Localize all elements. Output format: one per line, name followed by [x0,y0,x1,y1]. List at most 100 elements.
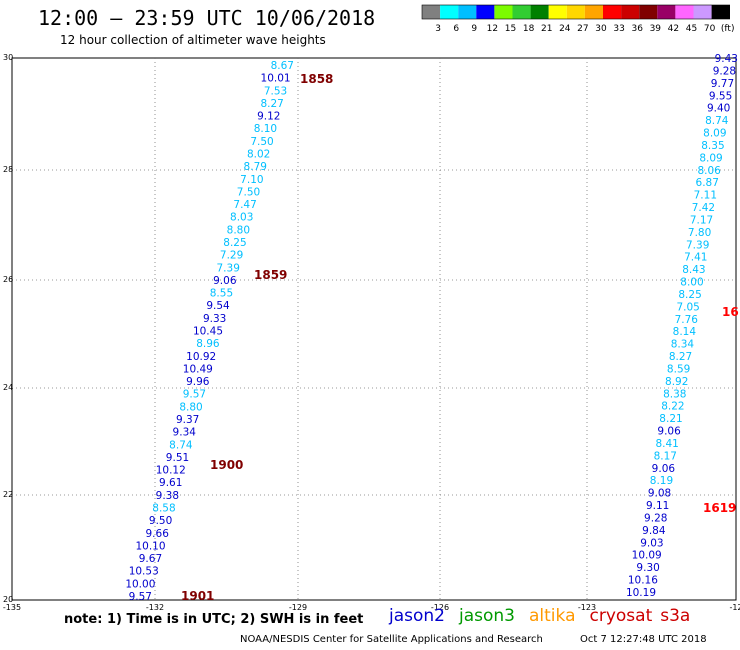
wave-height-value: 9.66 [146,528,170,540]
colorbar-label: 18 [523,24,535,34]
legend-altika: altika [529,606,576,626]
colorbar-swatch [621,5,640,19]
x-tick-label: -132 [146,603,164,612]
wave-height-value: 9.11 [646,500,669,512]
pass-time-label: 16 [722,305,739,319]
wave-height-value: 8.19 [650,475,673,487]
legend-s3a: s3a [660,606,691,626]
colorbar-swatch [440,5,459,19]
wave-height-value: 9.06 [657,426,681,438]
page-subtitle: 12 hour collection of altimeter wave hei… [60,33,326,47]
x-tick-label: -123 [578,603,596,612]
wave-height-value: 8.27 [260,98,283,110]
wave-height-value: 9.03 [640,537,663,549]
y-tick-label: 28 [3,165,13,174]
colorbar-swatch [657,5,676,19]
credit-line: NOAA/NESDIS Center for Satellite Applica… [240,634,543,645]
legend-cryosat: cryosat [589,606,653,626]
legend-jason3: jason3 [459,606,515,626]
wave-height-value: 8.02 [247,149,270,161]
wave-height-value: 8.38 [663,388,686,400]
colorbar-label: 9 [471,24,477,34]
wave-height-value: 9.33 [203,313,226,325]
wave-height-value: 9.06 [213,275,237,287]
colorbar-label: 21 [541,24,552,34]
colorbar-label: 27 [577,24,588,34]
colorbar-legend: 3 6 9 12 15 18 21 24 27 30 33 36 39 42 45 70 (ft) [421,4,735,34]
wave-height-value: 7.17 [690,214,713,226]
pass-time-label: 1858 [300,72,333,86]
footer-note: note: 1) Time is in UTC; 2) SWH is in fe… [64,612,364,627]
wave-height-value: 8.96 [196,338,220,350]
wave-height-value: 10.19 [626,587,656,599]
wave-height-value: 8.17 [654,450,677,462]
wave-height-value: 7.50 [250,136,273,148]
wave-height-value: 7.39 [217,262,240,274]
wave-height-value: 7.10 [240,174,263,186]
wave-height-value: 9.34 [173,427,197,439]
colorbar-swatch [530,5,549,19]
wave-height-value: 8.09 [703,128,726,140]
colorbar-label: 42 [668,24,679,34]
wave-height-value: 7.05 [676,301,699,313]
wave-height-value: 8.34 [671,339,695,351]
colorbar-label: 6 [453,24,459,34]
wave-height-value: 9.61 [159,477,182,489]
wave-height-value: 9.37 [176,414,199,426]
wave-height-value: 9.57 [129,591,152,603]
wave-height-value: 8.43 [682,264,705,276]
colorbar-swatch [512,5,531,19]
wave-height-value: 10.12 [156,465,186,477]
colorbar-label: 70 [704,24,716,34]
wave-height-value: 9.77 [711,78,734,90]
wave-height-value: 9.40 [707,103,730,115]
colorbar-swatch [458,5,477,19]
wave-height-value: 10.53 [129,566,159,578]
wave-height-value: 8.59 [667,363,690,375]
wave-height-value: 8.79 [244,161,267,173]
y-tick-label: 30 [3,53,13,62]
wave-height-value: 9.30 [636,562,659,574]
pass-time-label: 1859 [254,268,287,282]
colorbar-label: 12 [487,24,498,34]
pass-time-label: 1901 [181,589,214,603]
colorbar-label: 33 [613,24,624,34]
wave-height-value: 8.80 [179,401,202,413]
wave-height-value: 8.00 [680,277,703,289]
wave-height-value: 10.92 [186,351,216,363]
wave-height-value: 8.03 [230,212,253,224]
colorbar-swatch [494,5,513,19]
wave-height-value: 10.16 [628,575,658,587]
wave-height-value: 9.43 [715,53,738,65]
wave-height-value: 8.14 [673,326,697,338]
wave-height-value: 9.54 [206,300,230,312]
colorbar-swatch [675,5,694,19]
colorbar-swatch [566,5,585,19]
wave-height-value: 8.67 [271,60,294,72]
colorbar-label: (ft) [721,24,735,34]
wave-height-value: 7.41 [684,252,707,264]
wave-height-value: 8.10 [254,123,277,135]
wave-height-value: 10.00 [125,578,155,590]
wave-height-value: 7.29 [220,250,243,262]
x-tick-label: -135 [3,603,21,612]
colorbar-swatch [603,5,622,19]
wave-height-value: 8.55 [210,288,233,300]
wave-height-value: 8.74 [169,439,193,451]
page-title: 12:00 – 23:59 UTC 10/06/2018 [38,6,376,30]
wave-height-value: 6.87 [696,177,719,189]
wave-height-value: 10.09 [632,550,662,562]
wave-height-value: 8.35 [701,140,724,152]
wave-height-value: 7.50 [237,186,260,198]
wave-height-value: 8.27 [669,351,692,363]
pass-time-label: 1900 [210,458,243,472]
wave-height-value: 9.08 [648,488,671,500]
colorbar-frame [421,4,731,20]
wave-height-value: 9.12 [257,111,280,123]
colorbar-swatch [711,5,730,19]
wave-height-value: 8.92 [665,376,688,388]
wave-height-value: 7.39 [686,239,709,251]
x-tick-label: -12 [729,603,740,612]
colorbar-swatch [639,5,658,19]
